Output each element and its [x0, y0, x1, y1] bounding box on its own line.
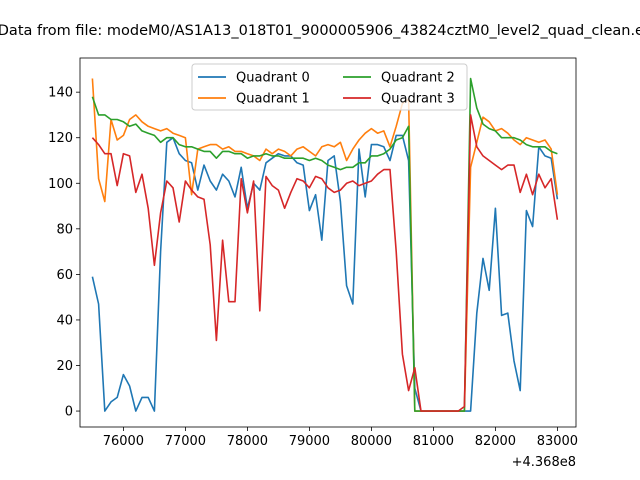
series-line-quadrant-2 [91, 77, 558, 412]
y-tick-label: 20 [56, 359, 73, 374]
legend-box [191, 63, 468, 111]
legend-label-quadrant-1: Quadrant 1 [236, 92, 310, 107]
series-line-quadrant-3 [91, 114, 559, 412]
y-tick-label: 120 [48, 131, 73, 146]
legend-label-quadrant-3: Quadrant 3 [381, 92, 455, 107]
series-line-quadrant-1 [91, 78, 559, 412]
x-axis-ticks: 76000 77000 78000 79000 80000 81000 82000 83000 [103, 427, 578, 449]
x-tick-label: 83000 [537, 434, 578, 449]
legend: Quadrant 0 Quadrant 1 Quadrant 2 Quadrant 3 [191, 63, 468, 111]
x-tick-label: 79000 [289, 434, 330, 449]
legend-label-quadrant-2: Quadrant 2 [381, 71, 455, 86]
x-tick-label: 77000 [165, 434, 206, 449]
legend-label-quadrant-0: Quadrant 0 [236, 71, 310, 86]
series-line-quadrant-0 [91, 134, 559, 412]
y-tick-label: 0 [65, 405, 73, 420]
y-tick-label: 40 [56, 313, 73, 328]
chart-title: Data from file: modeM0/AS1A13_018T01_900… [0, 23, 640, 39]
x-tick-label: 76000 [103, 434, 144, 449]
x-tick-label: 78000 [227, 434, 268, 449]
x-tick-label: 82000 [475, 434, 516, 449]
x-tick-label: 81000 [413, 434, 454, 449]
y-tick-label: 140 [48, 86, 73, 101]
x-tick-label: 80000 [351, 434, 392, 449]
x-axis-offset-label: +4.368e8 [512, 455, 576, 470]
y-tick-label: 80 [56, 222, 73, 237]
y-axis-ticks: 0 20 40 60 80 100 120 140 [48, 86, 80, 420]
plot-frame [79, 57, 577, 428]
y-tick-label: 60 [56, 268, 73, 283]
plot-lines [91, 77, 559, 412]
y-tick-label: 100 [48, 177, 73, 192]
